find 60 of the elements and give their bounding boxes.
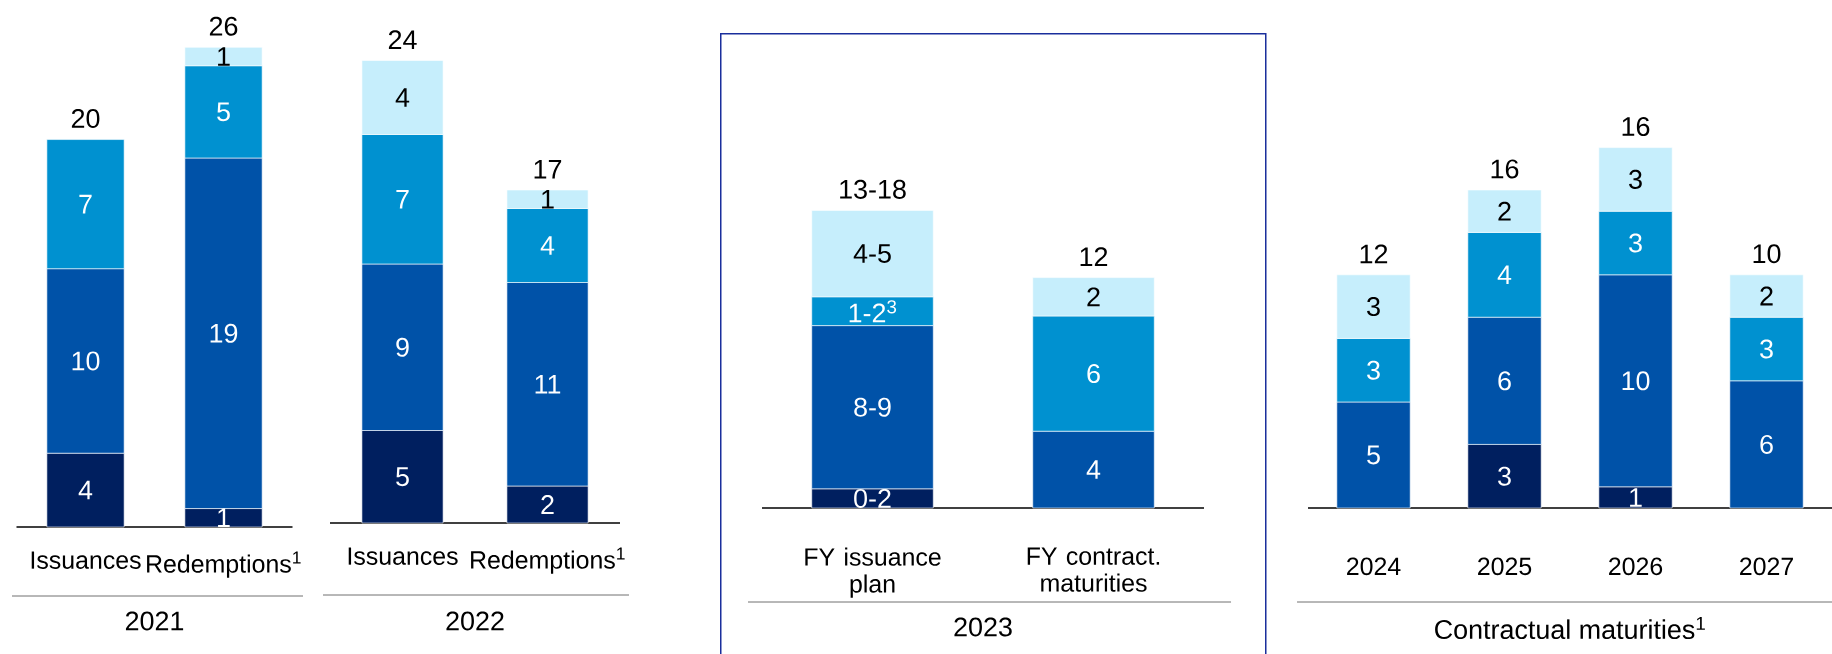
data-label: 2 — [1498, 201, 1511, 221]
x-axis-title: Contractual maturities$^{1}$ — [1435, 616, 1705, 640]
x-tick-label: FY contract. maturities — [1027, 547, 1160, 592]
x-tick-label: 2026 — [1609, 557, 1663, 576]
x-axis-title: 2023 — [954, 617, 1012, 637]
data-label: 6 — [1760, 434, 1773, 454]
data-label: 3 — [1629, 233, 1642, 253]
total-label: 16 — [1491, 159, 1519, 179]
data-label: 7 — [79, 194, 92, 214]
total-label: 26 — [209, 16, 238, 36]
total-label: 12 — [1360, 244, 1388, 264]
x-tick-label: Redemptions$^{1}$ — [147, 551, 301, 578]
total-label: 10 — [1753, 244, 1781, 264]
total-label: 12 — [1080, 247, 1108, 267]
data-label: 4 — [78, 480, 93, 500]
x-tick-label: 2025 — [1478, 557, 1532, 576]
data-label: 4-5 — [853, 244, 891, 263]
data-label: 1 — [1630, 488, 1642, 507]
x-tick-label: Redemptions$^{1}$ — [471, 547, 625, 574]
data-label: 1-2$^{3}$ — [849, 300, 897, 323]
data-label: 11 — [535, 374, 561, 394]
x-axis-title: 2021 — [125, 611, 184, 631]
data-label: 7 — [396, 189, 409, 209]
data-label: 1 — [218, 47, 230, 66]
data-label: 1 — [218, 508, 230, 528]
data-label: 8-9 — [854, 397, 891, 417]
data-label: 6 — [1087, 364, 1100, 384]
data-label: 3 — [1760, 339, 1773, 359]
x-tick-label: Issuances — [31, 551, 141, 569]
total-label: 24 — [388, 30, 417, 49]
data-label: 19 — [210, 323, 238, 343]
data-label: 4 — [1086, 460, 1101, 479]
x-axis-title: 2022 — [446, 611, 504, 631]
data-label: 5 — [1367, 445, 1380, 465]
x-tick-label: Issuances — [348, 547, 458, 565]
total-label: 13-18 — [840, 179, 906, 199]
x-tick-label: 2027 — [1740, 557, 1793, 576]
data-label: 10 — [72, 351, 100, 371]
data-label: 3 — [1498, 466, 1511, 486]
data-label: 4 — [1497, 265, 1512, 285]
data-label: 6 — [1498, 371, 1511, 391]
data-label: 2 — [541, 495, 554, 514]
data-label: 0-2 — [854, 488, 891, 508]
data-label: 4 — [540, 236, 555, 255]
x-tick-label: FY issuance plan — [805, 547, 941, 598]
data-label: 9 — [396, 337, 409, 357]
total-label: 17 — [534, 159, 562, 179]
total-label: 20 — [71, 108, 100, 129]
total-label: 16 — [1622, 117, 1650, 137]
data-label: 3 — [1367, 297, 1380, 317]
data-label: 5 — [396, 467, 409, 487]
data-label: 3 — [1367, 360, 1380, 380]
data-label: 2 — [1087, 287, 1100, 307]
data-label: 2 — [1760, 286, 1773, 306]
data-label: 10 — [1622, 371, 1650, 391]
data-label: 5 — [217, 102, 230, 122]
x-tick-label: 2024 — [1347, 557, 1401, 576]
data-label: 3 — [1629, 169, 1642, 189]
data-label: 4 — [395, 88, 410, 107]
data-label: 1 — [542, 189, 554, 209]
